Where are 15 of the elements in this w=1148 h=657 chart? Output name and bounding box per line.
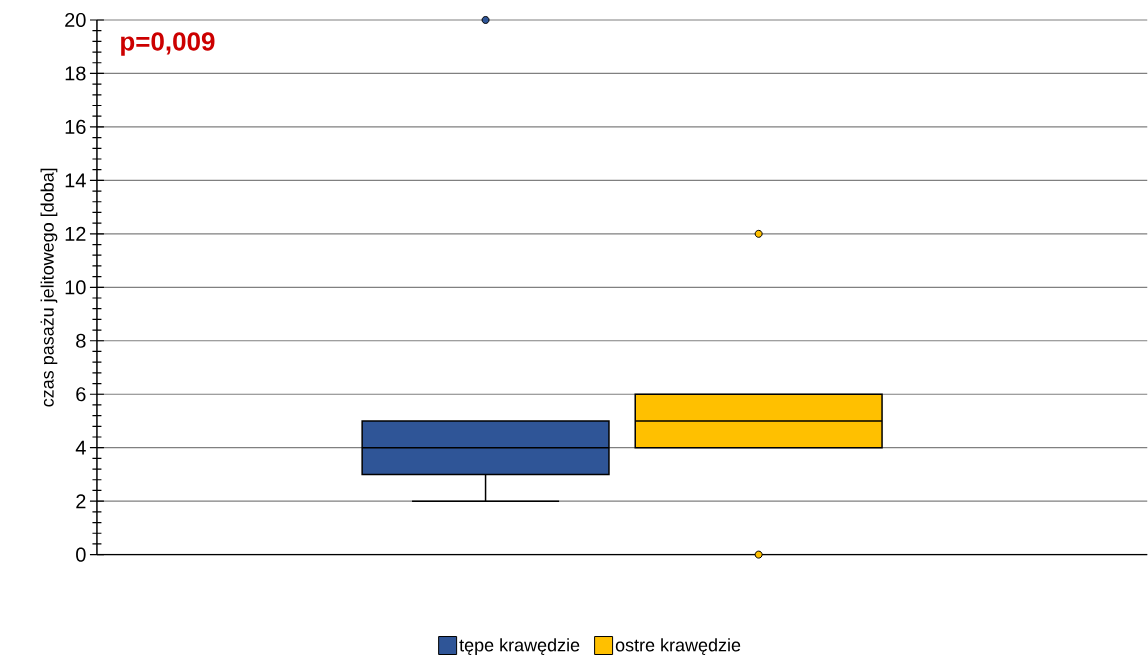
y-tick-label: 20 (65, 12, 86, 28)
y-tick-label: 14 (65, 173, 86, 188)
y-tick-label: 4 (75, 440, 86, 455)
y-tick-label: 2 (76, 494, 86, 509)
y-tick-label: 10 (65, 280, 86, 295)
legend-label: ostre krawędzie (615, 638, 741, 656)
y-tick-label: 0 (76, 547, 86, 562)
y-tick-label: 12 (65, 226, 86, 241)
annotation: p=0,009 (121, 32, 215, 56)
y-tick-label: 16 (65, 119, 86, 134)
y-tick-label: 8 (76, 333, 86, 348)
y-tick-label: 6 (76, 387, 86, 402)
y-axis-title: czas pasażu jelitowego [doba] (40, 168, 58, 407)
y-tick-label: 18 (65, 66, 86, 81)
legend-label: tępe krawędzie (459, 638, 580, 656)
